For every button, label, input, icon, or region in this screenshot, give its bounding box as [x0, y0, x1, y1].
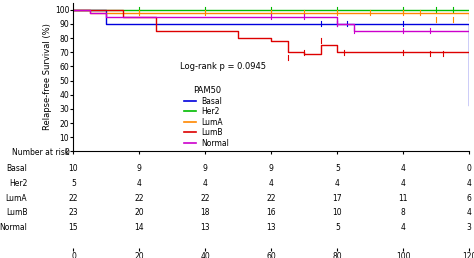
Basal	[104, 8, 109, 11]
LumB	[71, 8, 76, 11]
Normal	[335, 15, 340, 18]
Text: 6: 6	[467, 194, 472, 203]
Text: 8: 8	[401, 208, 406, 217]
Legend: Basal, Her2, LumA, LumB, Normal: Basal, Her2, LumA, LumB, Normal	[184, 86, 229, 148]
Text: 4: 4	[137, 179, 142, 188]
Text: 4: 4	[401, 164, 406, 173]
LumB	[153, 15, 159, 18]
LumB	[318, 44, 324, 47]
Text: Number at risk: Number at risk	[12, 148, 70, 157]
Text: 5: 5	[335, 223, 340, 232]
LumB	[153, 29, 159, 33]
Text: 9: 9	[269, 164, 274, 173]
Text: 13: 13	[201, 223, 210, 232]
Her2	[466, 8, 472, 11]
Text: 4: 4	[401, 179, 406, 188]
Text: 11: 11	[399, 194, 408, 203]
Basal	[466, 22, 472, 25]
Text: LumA: LumA	[6, 194, 27, 203]
Normal	[87, 8, 93, 11]
Text: 22: 22	[69, 194, 78, 203]
Text: 20: 20	[135, 208, 144, 217]
LumA	[466, 11, 472, 14]
LumB	[120, 8, 126, 11]
Text: 22: 22	[266, 194, 276, 203]
Text: 10: 10	[69, 164, 78, 173]
Text: 9: 9	[137, 164, 142, 173]
Text: 0: 0	[467, 164, 472, 173]
LumB	[301, 51, 307, 54]
Basal	[433, 22, 439, 25]
Text: Log-rank p = 0.0945: Log-rank p = 0.0945	[180, 62, 266, 71]
LumB	[466, 51, 472, 54]
Normal	[466, 29, 472, 33]
Text: 4: 4	[203, 179, 208, 188]
Normal	[104, 15, 109, 18]
Text: 5: 5	[71, 179, 76, 188]
LumB	[335, 44, 340, 47]
Her2	[71, 8, 76, 11]
Line: LumB: LumB	[73, 10, 469, 54]
Basal	[137, 22, 142, 25]
LumA	[450, 11, 456, 14]
LumB	[268, 36, 274, 39]
Basal	[466, 103, 472, 106]
Basal	[137, 22, 142, 25]
Text: 14: 14	[135, 223, 144, 232]
Basal	[104, 22, 109, 25]
LumB	[466, 51, 472, 54]
Text: 22: 22	[135, 194, 144, 203]
LumB	[335, 51, 340, 54]
LumA	[71, 8, 76, 11]
Normal	[335, 22, 340, 25]
Her2	[466, 8, 472, 11]
Normal	[351, 29, 356, 33]
Text: 23: 23	[69, 208, 78, 217]
Text: 15: 15	[69, 223, 78, 232]
Text: 4: 4	[467, 179, 472, 188]
Text: 4: 4	[335, 179, 340, 188]
Text: 22: 22	[201, 194, 210, 203]
Normal	[87, 11, 93, 14]
Text: 13: 13	[266, 223, 276, 232]
Text: Normal: Normal	[0, 223, 27, 232]
LumB	[268, 39, 274, 42]
Y-axis label: Relapse-free Survival (%): Relapse-free Survival (%)	[43, 23, 52, 131]
Line: Normal: Normal	[73, 10, 469, 31]
Text: Her2: Her2	[9, 179, 27, 188]
LumA	[87, 8, 93, 11]
LumB	[236, 29, 241, 33]
Text: 4: 4	[467, 208, 472, 217]
Basal	[71, 8, 76, 11]
Text: 5: 5	[335, 164, 340, 173]
Text: 17: 17	[333, 194, 342, 203]
Text: LumB: LumB	[6, 208, 27, 217]
Normal	[466, 29, 472, 33]
LumB	[120, 15, 126, 18]
Line: LumA: LumA	[73, 10, 469, 20]
Normal	[71, 8, 76, 11]
Normal	[351, 22, 356, 25]
LumA	[450, 11, 456, 14]
LumB	[285, 51, 291, 54]
LumB	[236, 36, 241, 39]
LumB	[285, 39, 291, 42]
LumB	[318, 52, 324, 55]
Text: 4: 4	[269, 179, 274, 188]
Line: Basal: Basal	[73, 10, 469, 105]
Normal	[104, 11, 109, 14]
Text: Basal: Basal	[7, 164, 27, 173]
LumA	[466, 18, 472, 21]
LumA	[87, 11, 93, 14]
Text: 16: 16	[266, 208, 276, 217]
Text: 10: 10	[333, 208, 342, 217]
Text: 9: 9	[203, 164, 208, 173]
LumB	[301, 52, 307, 55]
Basal	[433, 22, 439, 25]
Text: 4: 4	[401, 223, 406, 232]
Text: 3: 3	[467, 223, 472, 232]
Text: 18: 18	[201, 208, 210, 217]
